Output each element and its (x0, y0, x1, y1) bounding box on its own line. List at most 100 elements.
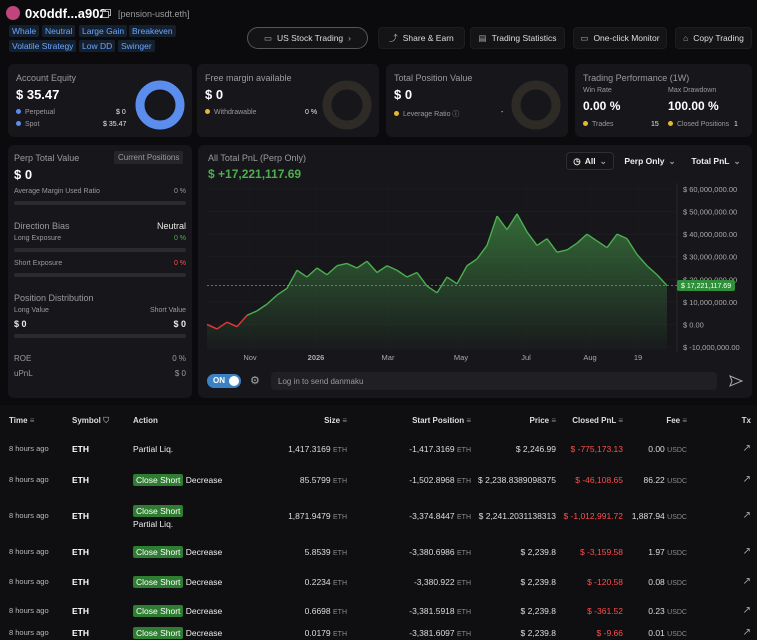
nav-button[interactable]: ⤴ Share & Earn (378, 27, 465, 49)
price-value: $ 2,239.8 (520, 628, 556, 638)
copy-icon[interactable] (102, 9, 111, 18)
time: 8 hours ago (9, 577, 49, 586)
column-header[interactable]: Size ≡ (324, 416, 347, 425)
fee-unit: USDC (667, 447, 687, 454)
start: -3,380.922 ETH (414, 577, 471, 587)
start-value: -1,417.3169 (409, 444, 455, 454)
column-header[interactable]: Action (133, 416, 158, 425)
value: $ 0 (174, 369, 186, 378)
tx-link[interactable]: ↗ (742, 627, 751, 638)
size: 85.5799 ETH (300, 475, 347, 485)
price-value: $ 2,238.8389098375 (478, 475, 556, 485)
action: Partial Liq. (133, 444, 173, 454)
size-value: 5.8539 (304, 547, 331, 557)
filter-dropdown[interactable]: Total PnL ⌄ (691, 155, 741, 167)
header-label: Tx (741, 416, 751, 425)
column-header[interactable]: Start Position ≡ (412, 416, 471, 425)
column-header[interactable]: Closed PnL ≡ (572, 416, 623, 425)
fee-unit: USDC (667, 580, 687, 587)
tx-link[interactable]: ↗ (742, 474, 751, 485)
value: 0 % (172, 354, 186, 363)
tx-link[interactable]: ↗ (742, 546, 751, 557)
price: $ 2,239.8 (521, 628, 556, 638)
value: $ 0 (14, 319, 27, 329)
label: Short Value (149, 307, 186, 314)
line-segment (316, 267, 328, 276)
fee-unit: USDC (667, 478, 687, 485)
position-card: Total Position Value $ 0 Leverage Ratio … (386, 64, 568, 137)
header-label: Symbol (72, 416, 101, 425)
filter-dropdown[interactable]: Perp Only ⌄ (624, 155, 676, 167)
line-segment (626, 238, 638, 255)
size-unit: ETH (333, 580, 347, 587)
address[interactable]: 0x0ddf...a902 (25, 6, 107, 21)
tag: Neutral (42, 25, 76, 37)
column-header[interactable]: Symbol ⛉ (72, 416, 110, 425)
tx-link[interactable]: ↗ (742, 576, 751, 587)
size: 1,871.9479 ETH (288, 511, 347, 521)
settings-icon[interactable]: ⚙ (250, 375, 260, 387)
nav-button[interactable]: ⌂ Copy Trading (675, 27, 752, 49)
x-tick-label: 19 (634, 353, 642, 362)
action-text: Partial Liq. (133, 519, 174, 529)
chart-subtitle: $ +17,221,117.69 (208, 167, 302, 181)
danmaku-toggle[interactable]: ON (207, 374, 241, 388)
line-segment (356, 260, 368, 269)
action-text: Decrease (185, 547, 223, 557)
row-value: $ 0 (116, 109, 126, 116)
y-tick-label: $ 10,000,000.00 (683, 298, 737, 307)
column-header[interactable]: Fee ≡ (666, 416, 687, 425)
label: Long Exposure (14, 235, 62, 242)
progress-bar (14, 273, 186, 277)
price: $ 2,239.8 (521, 547, 556, 557)
label: Trades (583, 121, 614, 128)
pnl-value: $ -775,173.13 (570, 444, 623, 454)
symbol: ETH (72, 577, 89, 587)
column-header[interactable]: Price ≡ (529, 416, 556, 425)
equity-card: Account Equity $ 35.47 Perpetual $ 0 Spo… (8, 64, 192, 137)
start: -3,381.6097 ETH (409, 628, 471, 638)
pnl: $ -775,173.13 (571, 444, 623, 454)
value: $ 0 (173, 319, 186, 329)
action-badge: Close Short (133, 505, 184, 517)
symbol: ETH (72, 547, 89, 557)
start: -3,381.5918 ETH (409, 606, 471, 616)
line-segment (276, 287, 288, 296)
pnl: $ -9.66 (597, 628, 623, 638)
label: Short Exposure (14, 260, 63, 267)
row-value: 0 % (305, 109, 318, 116)
column-header[interactable]: Time ≡ (9, 416, 35, 425)
size: 0.6698 ETH (305, 606, 347, 616)
line-segment (456, 265, 468, 285)
nav-button[interactable]: ▭ US Stock Trading › (247, 27, 368, 49)
tx-link[interactable]: ↗ (742, 605, 751, 616)
tx-link[interactable]: ↗ (742, 510, 751, 521)
fee: 0.01 USDC (648, 628, 687, 638)
danmaku-input[interactable]: Log in to send danmaku (271, 372, 717, 390)
time: 8 hours ago (9, 475, 49, 484)
current-badge (677, 280, 735, 292)
row-label: Perpetual (16, 109, 55, 116)
row-value: $ 35.47 (103, 121, 127, 128)
price: $ 2,239.8 (521, 577, 556, 587)
column-header[interactable]: Tx (742, 416, 751, 425)
current-positions-button[interactable]: Current Positions (114, 151, 184, 164)
fee-value: 0.08 (648, 577, 665, 587)
start-value: -3,380.922 (413, 577, 455, 587)
nav-button[interactable]: ▭ One-click Monitor (573, 27, 667, 49)
filter-dropdown[interactable]: ◷ All ⌄ (566, 152, 614, 170)
nav-button[interactable]: ▤ Trading Statistics (470, 27, 565, 49)
start-unit: ETH (457, 631, 471, 638)
action-badge: Close Short (133, 576, 184, 588)
action-text: Decrease (185, 606, 223, 616)
line-segment (496, 215, 508, 231)
header-label: Start Position (412, 416, 465, 425)
send-icon[interactable] (729, 374, 743, 388)
tag: Low DD (79, 40, 116, 52)
tx-link[interactable]: ↗ (742, 443, 751, 454)
line-segment (586, 233, 598, 242)
progress-bar (14, 334, 186, 338)
donut (511, 80, 561, 130)
action: Close Short Decrease (133, 474, 222, 486)
value: Neutral (156, 221, 186, 231)
